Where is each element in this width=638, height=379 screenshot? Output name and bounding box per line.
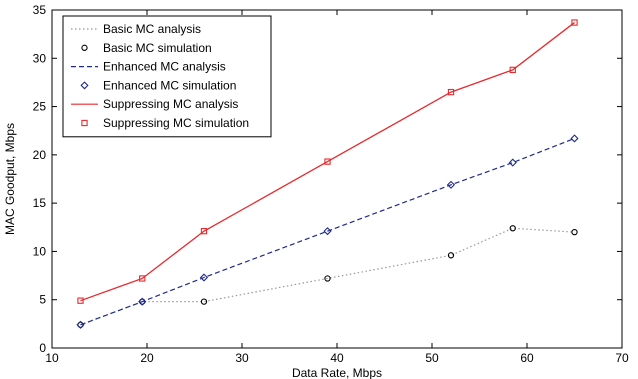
- legend-swatch-suppressing-mc-simulation: [81, 119, 88, 127]
- data-point-basic-mc-simulation: [200, 298, 208, 305]
- data-point-suppressing-mc-simulation: [139, 275, 146, 282]
- data-point-suppressing-mc-simulation: [200, 227, 208, 235]
- legend-label-basic-mc-analysis: Basic MC analysis: [103, 22, 201, 36]
- plot-series-markers: [76, 19, 579, 329]
- data-point-suppressing-mc-simulation: [571, 19, 578, 26]
- data-point-enhanced-mc-simulation: [138, 297, 147, 306]
- y-tick-label: 35: [33, 3, 47, 17]
- plot-series-lines: [80, 22, 575, 326]
- x-axis-ticks: 10 20 30 40 50 60 70: [45, 10, 629, 365]
- x-axis-label: Data Rate, Mbps: [292, 366, 382, 379]
- x-tick-label: 10: [45, 351, 59, 365]
- legend-swatch-basic-mc-simulation: [81, 44, 88, 51]
- legend-label-suppressing-mc-simulation: Suppressing MC simulation: [103, 116, 249, 130]
- x-tick-label: 30: [235, 351, 249, 365]
- data-point-basic-mc-simulation: [509, 225, 516, 232]
- legend-label-enhanced-mc-analysis: Enhanced MC analysis: [103, 60, 226, 74]
- legend-box: [62, 15, 272, 138]
- x-tick-label: 60: [520, 351, 534, 365]
- y-tick-label: 15: [33, 196, 47, 210]
- data-point-basic-mc-simulation: [324, 275, 331, 282]
- x-tick-label: 70: [615, 351, 629, 365]
- y-axis-label: MAC Goodput, Mbps: [3, 123, 17, 235]
- data-point-enhanced-mc-simulation: [76, 320, 85, 329]
- data-point-enhanced-mc-simulation: [323, 227, 332, 236]
- data-point-enhanced-mc-simulation: [508, 158, 517, 167]
- data-point-suppressing-mc-simulation: [509, 66, 516, 74]
- legend-label-enhanced-mc-simulation: Enhanced MC simulation: [103, 78, 236, 92]
- y-tick-label: 5: [39, 293, 46, 307]
- legend-label-suppressing-mc-analysis: Suppressing MC analysis: [103, 97, 238, 111]
- series-line-basic-mc-analysis: [80, 227, 575, 326]
- x-tick-label: 20: [140, 351, 154, 365]
- x-tick-label: 40: [330, 351, 344, 365]
- data-point-enhanced-mc-simulation: [570, 134, 579, 143]
- data-point-enhanced-mc-simulation: [446, 180, 456, 189]
- y-tick-label: 0: [39, 341, 46, 355]
- y-tick-label: 20: [33, 148, 47, 162]
- legend: Basic MC analysis Basic MC simulation Enha…: [62, 15, 272, 138]
- data-point-basic-mc-simulation: [447, 252, 455, 259]
- data-point-enhanced-mc-simulation: [199, 273, 209, 282]
- data-point-suppressing-mc-simulation: [324, 158, 331, 165]
- y-tick-label: 10: [33, 244, 47, 258]
- series-line-suppressing-mc-analysis: [80, 22, 575, 302]
- data-point-basic-mc-simulation: [571, 228, 578, 236]
- y-tick-label: 25: [33, 100, 47, 114]
- series-line-enhanced-mc-analysis: [80, 137, 575, 326]
- y-tick-label: 30: [33, 51, 47, 65]
- legend-swatch-enhanced-mc-simulation: [80, 81, 89, 90]
- data-point-suppressing-mc-simulation: [447, 88, 455, 96]
- y-axis-ticks: 0 5 10 15 20 25 30 35: [33, 3, 622, 355]
- x-tick-label: 50: [425, 351, 439, 365]
- data-point-suppressing-mc-simulation: [77, 297, 84, 304]
- legend-label-basic-mc-simulation: Basic MC simulation: [103, 41, 212, 55]
